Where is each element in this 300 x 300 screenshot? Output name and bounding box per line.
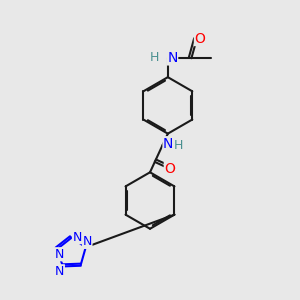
Text: O: O <box>164 162 175 176</box>
Text: N: N <box>82 236 92 248</box>
Text: N: N <box>55 248 64 261</box>
Text: N: N <box>73 231 82 244</box>
Text: H: H <box>174 139 183 152</box>
Text: N: N <box>55 265 64 278</box>
Text: O: O <box>194 32 206 46</box>
Text: N: N <box>163 137 173 151</box>
Text: N: N <box>167 51 178 65</box>
Text: H: H <box>150 51 160 64</box>
